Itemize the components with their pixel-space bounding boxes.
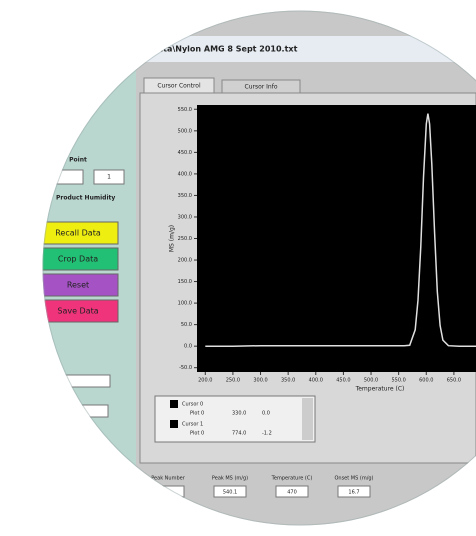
app-window: data\Nylon AMG 8 Sept 2010.txt # Point 1…: [0, 0, 476, 536]
legend-swatch: [170, 400, 178, 408]
field-label: Temperature (C): [271, 476, 313, 482]
legend-x: 330.0: [232, 411, 246, 417]
x-tick-label: 450.0: [336, 378, 350, 384]
y-tick-label: -50.0: [179, 365, 192, 371]
legend-cursor: Cursor 1: [182, 422, 203, 428]
y-axis-label: MS (m/g): [169, 225, 176, 252]
point-value: 1: [107, 174, 111, 181]
x-tick-label: 600.0: [419, 378, 433, 384]
button-label: Save Data: [57, 307, 98, 316]
y-tick-label: 50.0: [181, 322, 192, 328]
y-tick-label: 500.0: [178, 128, 192, 134]
legend-swatch: [170, 420, 178, 428]
tab-label: Cursor Info: [245, 84, 278, 91]
field-label: Peak MS (m/g): [212, 476, 248, 482]
x-tick-label: 200.0: [198, 378, 212, 384]
y-tick-label: 200.0: [178, 258, 192, 264]
y-tick-label: 300.0: [178, 214, 192, 220]
screenshot: data\Nylon AMG 8 Sept 2010.txt # Point 1…: [0, 0, 476, 536]
x-tick-label: 350.0: [281, 378, 295, 384]
x-tick-label: 400.0: [309, 378, 323, 384]
legend-y: -1.2: [262, 431, 272, 437]
y-tick-label: 150.0: [178, 279, 192, 285]
x-tick-label: 550.0: [391, 378, 405, 384]
y-tick-label: 350.0: [178, 193, 192, 199]
x-tick-label: 250.0: [226, 378, 240, 384]
button-label: Reset: [67, 281, 89, 290]
y-tick-label: 550.0: [178, 107, 192, 113]
humidity-label: Product Humidity: [56, 195, 115, 202]
legend-x: 774.0: [232, 431, 246, 437]
x-tick-label: 300.0: [253, 378, 267, 384]
x-tick-label: 650.0: [447, 378, 461, 384]
y-tick-label: 250.0: [178, 236, 192, 242]
x-axis-label: Temperature (C): [355, 386, 405, 393]
field-value: 540.1: [223, 490, 237, 496]
legend-cursor: Cursor 0: [182, 402, 203, 408]
y-tick-label: 0.0: [184, 344, 192, 350]
field-value: 16.7: [348, 490, 359, 496]
input-field[interactable]: [40, 375, 110, 387]
scrollbar[interactable]: [302, 398, 313, 440]
x-tick-label: 500.0: [364, 378, 378, 384]
legend-plot: Plot 0: [190, 431, 204, 437]
y-tick-label: 400.0: [178, 171, 192, 177]
legend-y: 0.0: [262, 411, 270, 417]
tab-label: Cursor Control: [157, 83, 201, 90]
y-tick-label: 450.0: [178, 150, 192, 156]
field-label: Onset MS (m/g): [334, 476, 373, 482]
legend-plot: Plot 0: [190, 411, 204, 417]
y-tick-label: 100.0: [178, 301, 192, 307]
button-label: Recall Data: [55, 229, 101, 238]
button-label: Crop Data: [58, 255, 98, 264]
window-title: data\Nylon AMG 8 Sept 2010.txt: [152, 45, 298, 54]
field-value: 470: [287, 490, 297, 496]
